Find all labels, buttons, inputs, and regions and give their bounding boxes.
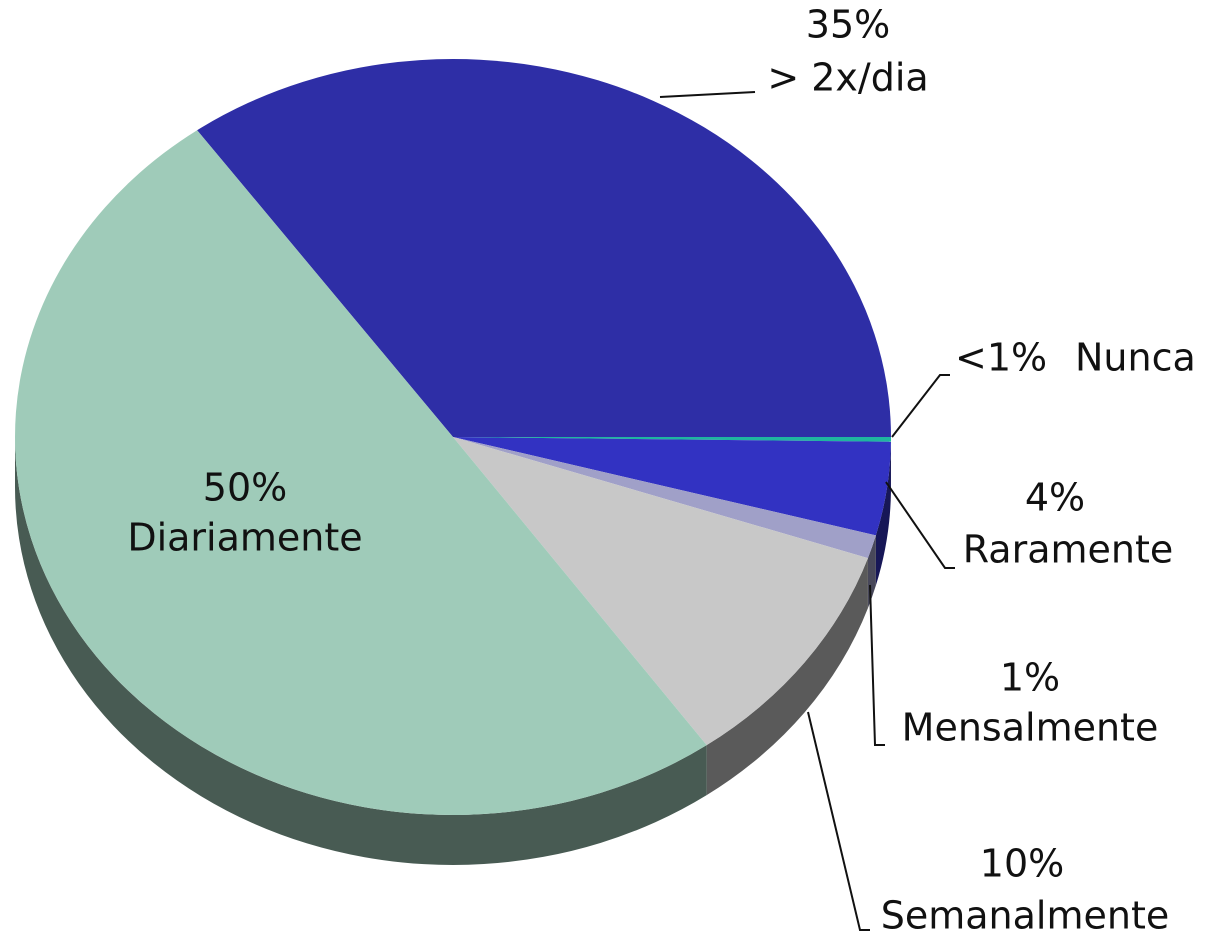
pie-slice	[453, 437, 876, 559]
pie-slice	[197, 59, 892, 437]
category-label: Diariamente	[127, 516, 362, 560]
value-label: 1%	[1000, 656, 1060, 700]
value-label: <1%	[955, 336, 1047, 380]
pie-slice	[15, 130, 707, 815]
pie-slice	[453, 437, 891, 442]
pie-slice	[453, 437, 868, 746]
leader-line	[885, 481, 955, 569]
category-label: Semanalmente	[881, 894, 1170, 938]
pie-side	[706, 558, 868, 796]
pie-side	[15, 437, 707, 865]
value-label: 50%	[203, 466, 287, 510]
leader-line	[659, 91, 756, 98]
category-label: Raramente	[963, 528, 1174, 572]
pie-slice	[453, 437, 891, 536]
value-label: 35%	[806, 3, 890, 47]
leader-line	[891, 374, 950, 438]
category-label: > 2x/dia	[767, 56, 928, 100]
leader-line	[869, 584, 885, 746]
value-label: 4%	[1025, 476, 1085, 520]
pie-side	[875, 441, 891, 586]
category-label: Nunca	[1075, 336, 1196, 380]
leader-line	[807, 711, 870, 931]
category-label: Mensalmente	[902, 706, 1159, 750]
value-label: 10%	[980, 842, 1064, 886]
